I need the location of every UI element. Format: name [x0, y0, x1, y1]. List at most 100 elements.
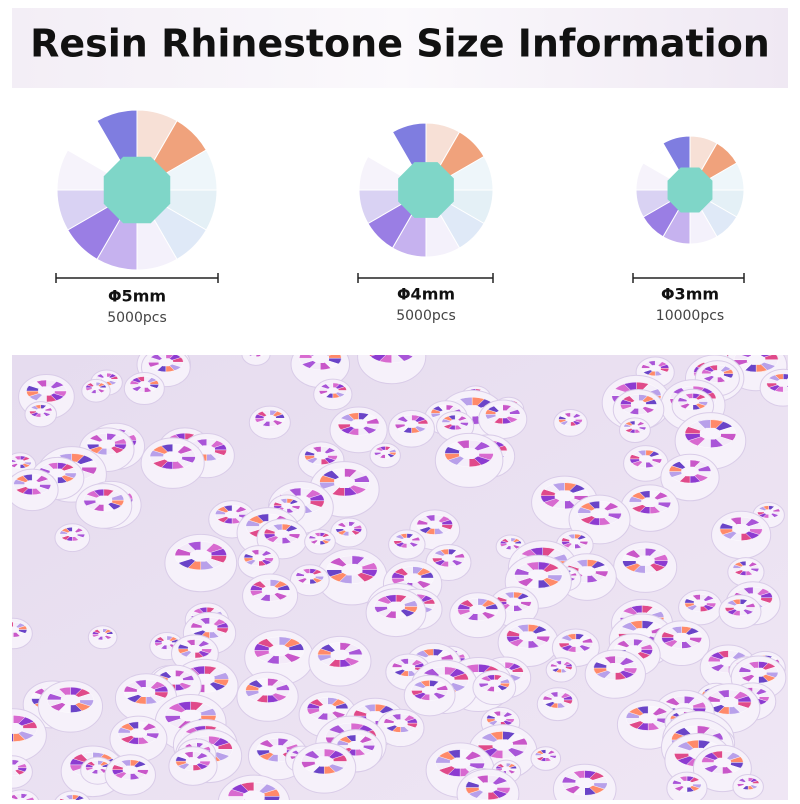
rhinestone: [514, 561, 563, 589]
field-gem: [671, 388, 715, 423]
gem-facet: [246, 348, 256, 351]
gem-table: [129, 728, 147, 738]
rhinestone: [301, 748, 348, 775]
gem-table: [190, 549, 212, 562]
rhinestone: [369, 338, 415, 364]
gem-table: [24, 480, 40, 489]
rhinestone: [123, 679, 169, 705]
rhinestone: [542, 691, 573, 709]
field-gem: [75, 483, 133, 529]
gem-facet: [12, 629, 14, 632]
rhinestone: [246, 346, 265, 357]
field-gem: [37, 680, 104, 733]
field-gem: [330, 517, 368, 548]
gem-facet: [255, 355, 262, 357]
gem-top: [724, 599, 756, 616]
rhinestone: [394, 414, 429, 434]
rhinestone: [383, 713, 418, 733]
gem-top: [263, 523, 301, 544]
field-gem: [620, 484, 680, 532]
gem-top: [622, 548, 669, 574]
rhinestone: [411, 680, 449, 701]
gem-facet: [718, 355, 722, 356]
gem-table: [95, 495, 113, 505]
rhinestone: [684, 419, 737, 448]
rhinestone: [117, 721, 160, 745]
gem-top: [577, 501, 622, 526]
gem-table: [719, 696, 739, 708]
gem-top: [47, 687, 94, 713]
gem-table: [625, 645, 642, 655]
rhinestone: [149, 443, 196, 470]
gem-facet: [247, 346, 256, 351]
field-gem: [678, 589, 723, 626]
gem-table: [506, 541, 516, 547]
gem-table: [733, 603, 747, 611]
gem-table: [268, 644, 290, 657]
gem-top: [457, 598, 499, 621]
field-gem: [584, 649, 646, 699]
gem-table: [401, 663, 416, 672]
gem-table: [519, 631, 538, 642]
gem-top: [506, 624, 551, 649]
gem-table: [575, 777, 595, 789]
gem-facet: [256, 346, 261, 352]
field-gem: [666, 771, 708, 800]
gem-facet: [12, 727, 15, 729]
gem-facet: [12, 727, 14, 742]
gem-table: [506, 597, 522, 606]
rhinestone: [175, 751, 211, 771]
gem-top: [190, 617, 229, 639]
gem-table: [185, 757, 201, 766]
rhinestone: [534, 749, 557, 762]
gem-facet: [256, 346, 265, 351]
rhinestone: [558, 412, 583, 427]
gem-table: [686, 398, 700, 406]
gem-table: [60, 694, 81, 706]
gem-facet: [392, 338, 413, 350]
gem-facet: [248, 355, 253, 357]
gem-top: [732, 561, 760, 576]
gem-table: [449, 757, 471, 769]
rhinestone: [391, 566, 434, 590]
field-gem: [316, 548, 388, 606]
gem-top: [416, 514, 453, 535]
gem-top: [111, 759, 149, 780]
rhinestone: [190, 617, 229, 639]
rhinestone: [358, 122, 494, 258]
gem-facet: [12, 728, 15, 730]
title: Resin Rhinestone Size Information: [30, 22, 770, 66]
gem-facet: [12, 715, 14, 729]
gem-table: [281, 502, 293, 509]
gem-top: [677, 393, 709, 410]
field-gem: [109, 715, 168, 763]
field-gem: [434, 432, 504, 488]
gem-table: [269, 745, 287, 755]
field-gem: [436, 410, 475, 442]
gem-top: [12, 455, 32, 469]
gem-table: [750, 667, 767, 677]
field-gem: [613, 541, 678, 593]
gem-facet: [740, 355, 757, 361]
gem-table: [261, 585, 279, 595]
gem-top: [243, 549, 274, 567]
field-gem: [478, 399, 528, 439]
gem-top: [719, 517, 763, 541]
gem-table: [681, 466, 699, 477]
gem-facet: [12, 629, 15, 630]
count-label: 10000pcs: [656, 308, 724, 324]
gem-top: [391, 566, 434, 590]
gem-top: [177, 639, 213, 659]
gem-table: [263, 414, 276, 422]
gem-facet: [12, 767, 13, 769]
gem-table: [478, 782, 498, 793]
rhinestone: [668, 459, 712, 484]
gem-table: [274, 529, 290, 538]
gem-table: [12, 723, 24, 734]
gem-table: [393, 719, 408, 728]
gem-top: [561, 533, 589, 549]
field-gem: [236, 671, 299, 722]
rhinestone: [593, 655, 638, 681]
field-gem: [388, 409, 435, 448]
field-gem: [24, 401, 57, 428]
